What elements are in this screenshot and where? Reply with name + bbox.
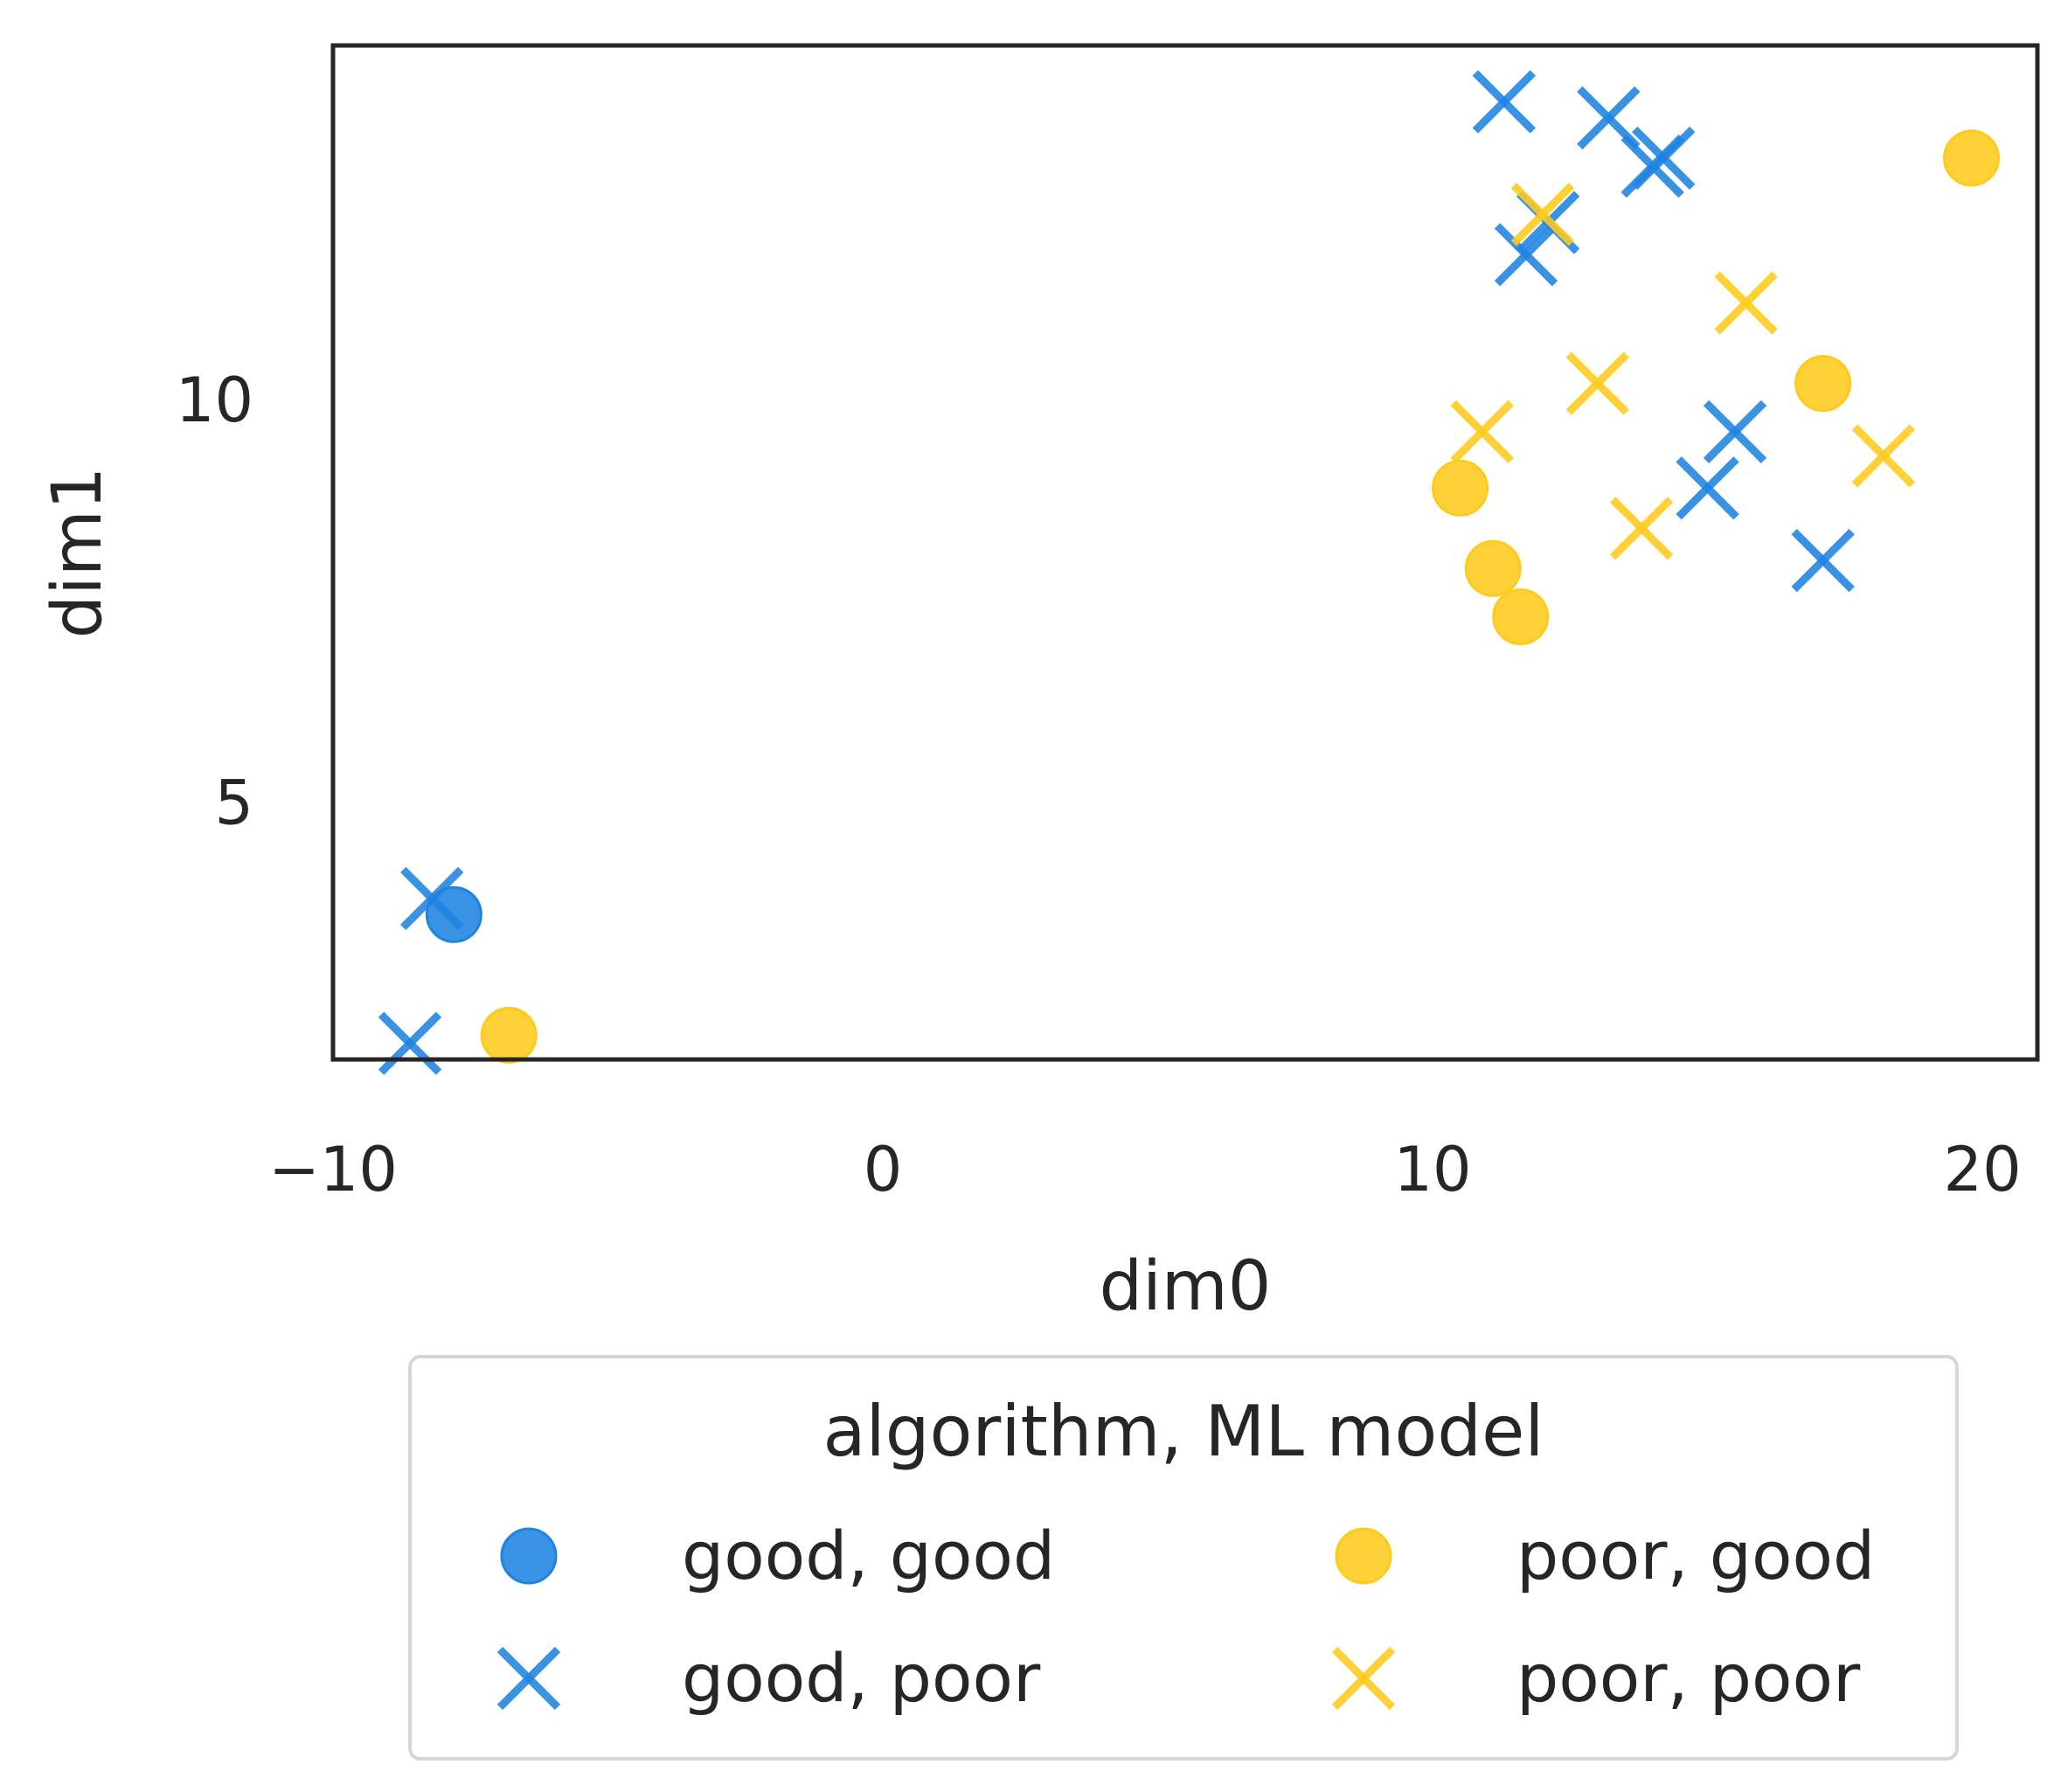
point-poor-poor-2	[1565, 351, 1629, 415]
y-tick-labels: 5 10	[176, 365, 253, 838]
point-poor-poor-5	[1609, 497, 1674, 560]
legend-entry: poor, poor	[1331, 1639, 1861, 1717]
x-tick-label: −10	[268, 1134, 398, 1205]
point-poor-poor-4	[1851, 424, 1916, 488]
y-axis-label: dim1	[38, 467, 117, 639]
point-good-poor-1	[378, 1011, 442, 1075]
point-good-poor-7	[1494, 223, 1558, 287]
plot-frame	[330, 43, 2040, 1062]
x-tick-label: 10	[1394, 1134, 1472, 1205]
legend-entry: good, good	[500, 1517, 1055, 1594]
legend-title: algorithm, ML model	[822, 1391, 1544, 1472]
legend-label: good, poor	[682, 1639, 1041, 1717]
point-poor-poor-1	[1714, 271, 1778, 335]
point-poor-good-4	[1464, 539, 1522, 597]
legend-marker-x	[496, 1646, 561, 1711]
x-tick-label: 0	[864, 1134, 903, 1205]
point-poor-poor-0	[1510, 183, 1575, 247]
legend-entry: good, poor	[496, 1639, 1041, 1717]
point-poor-good-5	[1492, 588, 1550, 646]
point-poor-good-0	[480, 1006, 538, 1064]
y-tick-label: 10	[176, 365, 253, 436]
legend-items: good, good good, poor poor, good poor, poor	[496, 1517, 1875, 1717]
legend-label: good, good	[682, 1517, 1055, 1594]
x-tick-label: 20	[1944, 1134, 2022, 1205]
point-good-poor-8	[1703, 399, 1767, 464]
point-poor-good-1	[1943, 129, 2001, 187]
legend-marker-circle	[1335, 1527, 1392, 1585]
point-good-poor-9	[1676, 456, 1739, 520]
plot-marks	[378, 70, 2001, 1075]
y-tick-label: 5	[214, 767, 253, 838]
point-good-poor-2	[1472, 70, 1537, 134]
point-good-poor-0	[400, 866, 464, 931]
x-axis-label: dim0	[1100, 1247, 1272, 1326]
point-poor-good-3	[1432, 459, 1489, 517]
legend-marker-circle	[500, 1527, 558, 1585]
legend-label: poor, good	[1516, 1517, 1875, 1594]
point-poor-poor-3	[1450, 399, 1514, 464]
legend-entry: poor, good	[1335, 1517, 1875, 1594]
point-good-poor-5	[1620, 134, 1684, 198]
x-tick-labels: −10 0 10 20	[268, 1134, 2022, 1205]
legend: algorithm, ML model good, good good, poor…	[408, 1355, 1959, 1761]
point-good-good-0	[425, 886, 482, 943]
point-poor-good-2	[1794, 355, 1852, 413]
legend-box	[408, 1355, 1959, 1761]
point-good-poor-10	[1791, 529, 1855, 593]
legend-label: poor, poor	[1516, 1639, 1861, 1717]
legend-marker-x	[1331, 1646, 1396, 1711]
